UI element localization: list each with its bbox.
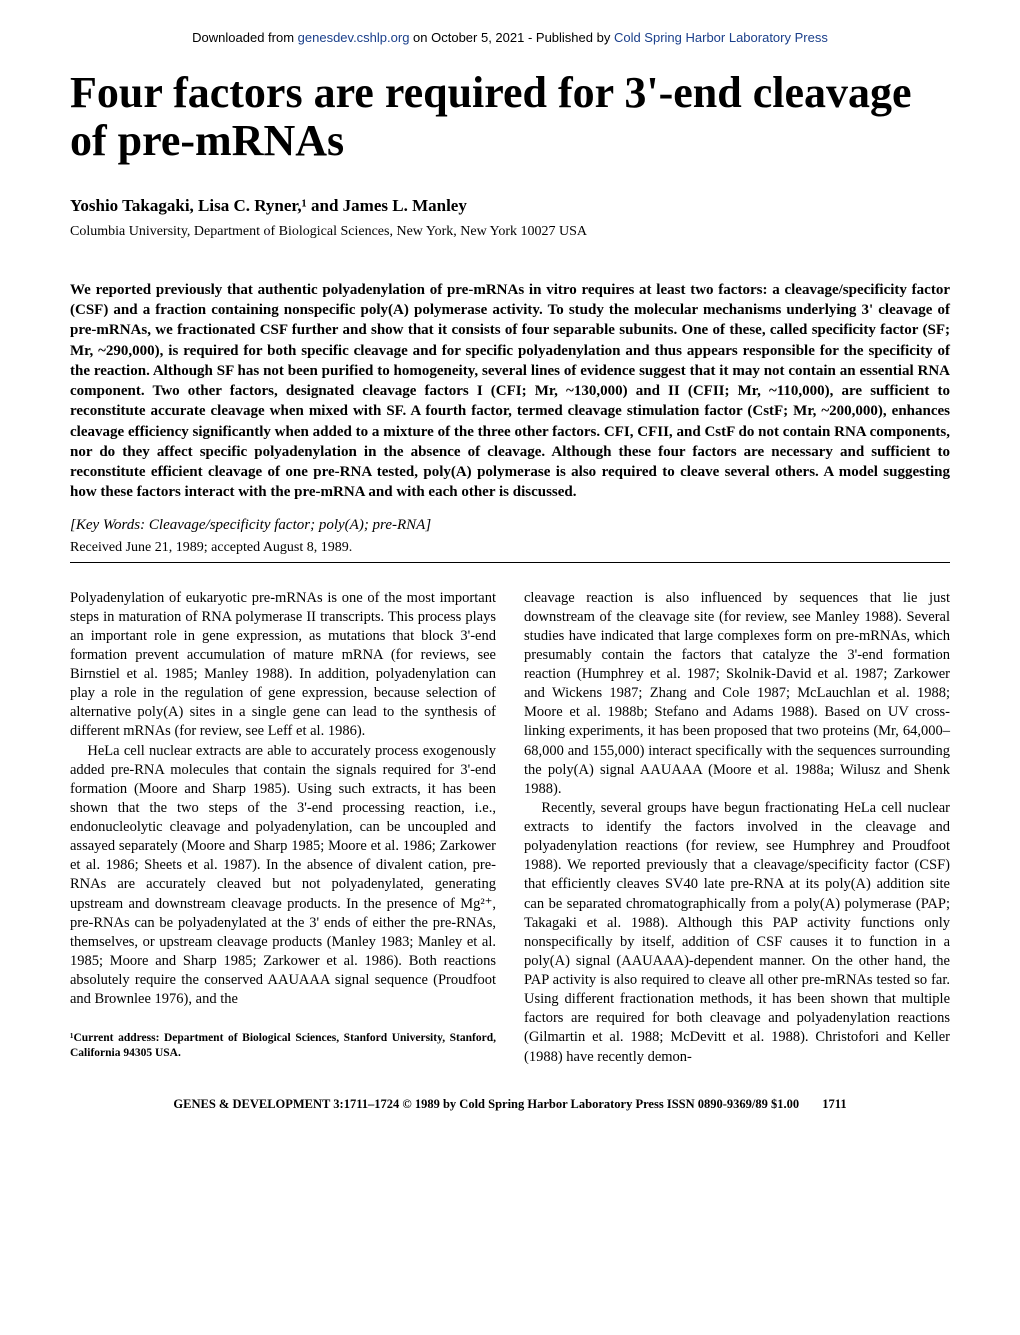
banner-link-genesdev[interactable]: genesdev.cshlp.org <box>298 30 410 45</box>
affiliation: Columbia University, Department of Biolo… <box>70 224 950 240</box>
horizontal-rule <box>70 562 950 563</box>
abstract: We reported previously that authentic po… <box>70 280 950 503</box>
received-line: Received June 21, 1989; accepted August … <box>70 540 950 556</box>
page: Downloaded from genesdev.cshlp.org on Oc… <box>0 0 1020 1142</box>
footer-text: GENES & DEVELOPMENT 3:1711–1724 © 1989 b… <box>173 1097 799 1111</box>
body-paragraph: Polyadenylation of eukaryotic pre-mRNAs … <box>70 589 496 742</box>
author-footnote: ¹Current address: Department of Biologic… <box>70 1031 496 1060</box>
body-paragraph: Recently, several groups have begun frac… <box>524 799 950 1067</box>
page-number: 1711 <box>822 1097 846 1112</box>
keywords-label: [Key Words: <box>70 517 145 533</box>
banner-link-cshl[interactable]: Cold Spring Harbor Laboratory Press <box>614 30 828 45</box>
body-paragraph: cleavage reaction is also influenced by … <box>524 589 950 799</box>
keywords-text: Cleavage/specificity factor; poly(A); pr… <box>145 517 431 533</box>
body-paragraph: HeLa cell nuclear extracts are able to a… <box>70 742 496 1010</box>
body-columns: Polyadenylation of eukaryotic pre-mRNAs … <box>70 589 950 1067</box>
page-footer: GENES & DEVELOPMENT 3:1711–1724 © 1989 b… <box>70 1097 950 1112</box>
authors: Yoshio Takagaki, Lisa C. Ryner,¹ and Jam… <box>70 196 950 216</box>
download-banner: Downloaded from genesdev.cshlp.org on Oc… <box>70 30 950 45</box>
banner-middle: on October 5, 2021 - Published by <box>409 30 614 45</box>
right-column: cleavage reaction is also influenced by … <box>524 589 950 1067</box>
article-title: Four factors are required for 3'-end cle… <box>70 69 950 166</box>
banner-prefix: Downloaded from <box>192 30 298 45</box>
keywords-line: [Key Words: Cleavage/specificity factor;… <box>70 517 950 534</box>
abstract-text: We reported previously that authentic po… <box>70 282 950 501</box>
left-column: Polyadenylation of eukaryotic pre-mRNAs … <box>70 589 496 1067</box>
